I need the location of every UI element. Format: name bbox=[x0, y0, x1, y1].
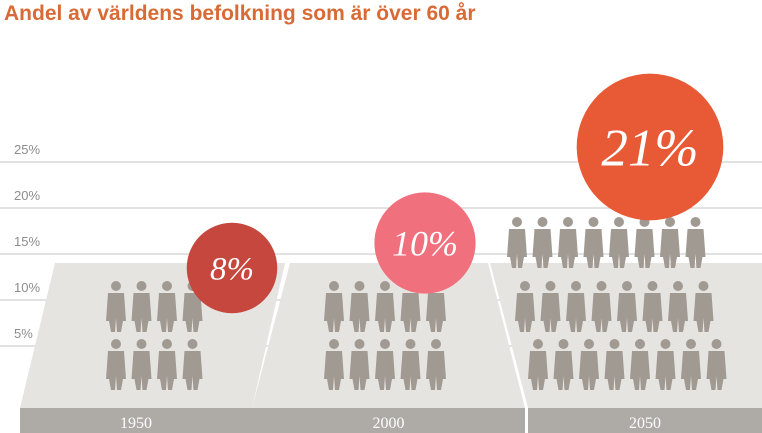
y-tick-label: 5% bbox=[14, 326, 33, 341]
platform-2000 bbox=[252, 263, 525, 408]
chart-title: Andel av världens befolkning som är över… bbox=[4, 2, 476, 25]
value-label-1950: 8% bbox=[210, 252, 254, 288]
person-icon bbox=[583, 217, 604, 268]
person-icon bbox=[507, 217, 527, 268]
value-bubble-2050 bbox=[576, 73, 724, 221]
y-tick-label: 25% bbox=[14, 142, 40, 157]
person-icon bbox=[634, 217, 655, 268]
y-tick-label: 20% bbox=[14, 188, 40, 203]
person-icon bbox=[532, 217, 553, 268]
person-icon bbox=[558, 217, 578, 268]
value-label-2000: 10% bbox=[392, 224, 458, 264]
year-bar-2000 bbox=[252, 408, 525, 433]
person-icon bbox=[660, 217, 680, 268]
year-bar-2050 bbox=[528, 408, 762, 433]
value-label-2050: 21% bbox=[601, 120, 698, 178]
person-icon bbox=[609, 217, 629, 268]
value-bubble-2000 bbox=[374, 192, 476, 294]
value-bubble-1950 bbox=[186, 222, 278, 314]
year-bar-1950 bbox=[20, 408, 252, 433]
y-tick-label: 10% bbox=[14, 280, 40, 295]
person-icon bbox=[685, 217, 706, 268]
year-label: 2050 bbox=[629, 415, 661, 432]
y-tick-label: 15% bbox=[14, 234, 40, 249]
year-label: 1950 bbox=[120, 415, 152, 432]
year-label: 2000 bbox=[373, 415, 405, 432]
